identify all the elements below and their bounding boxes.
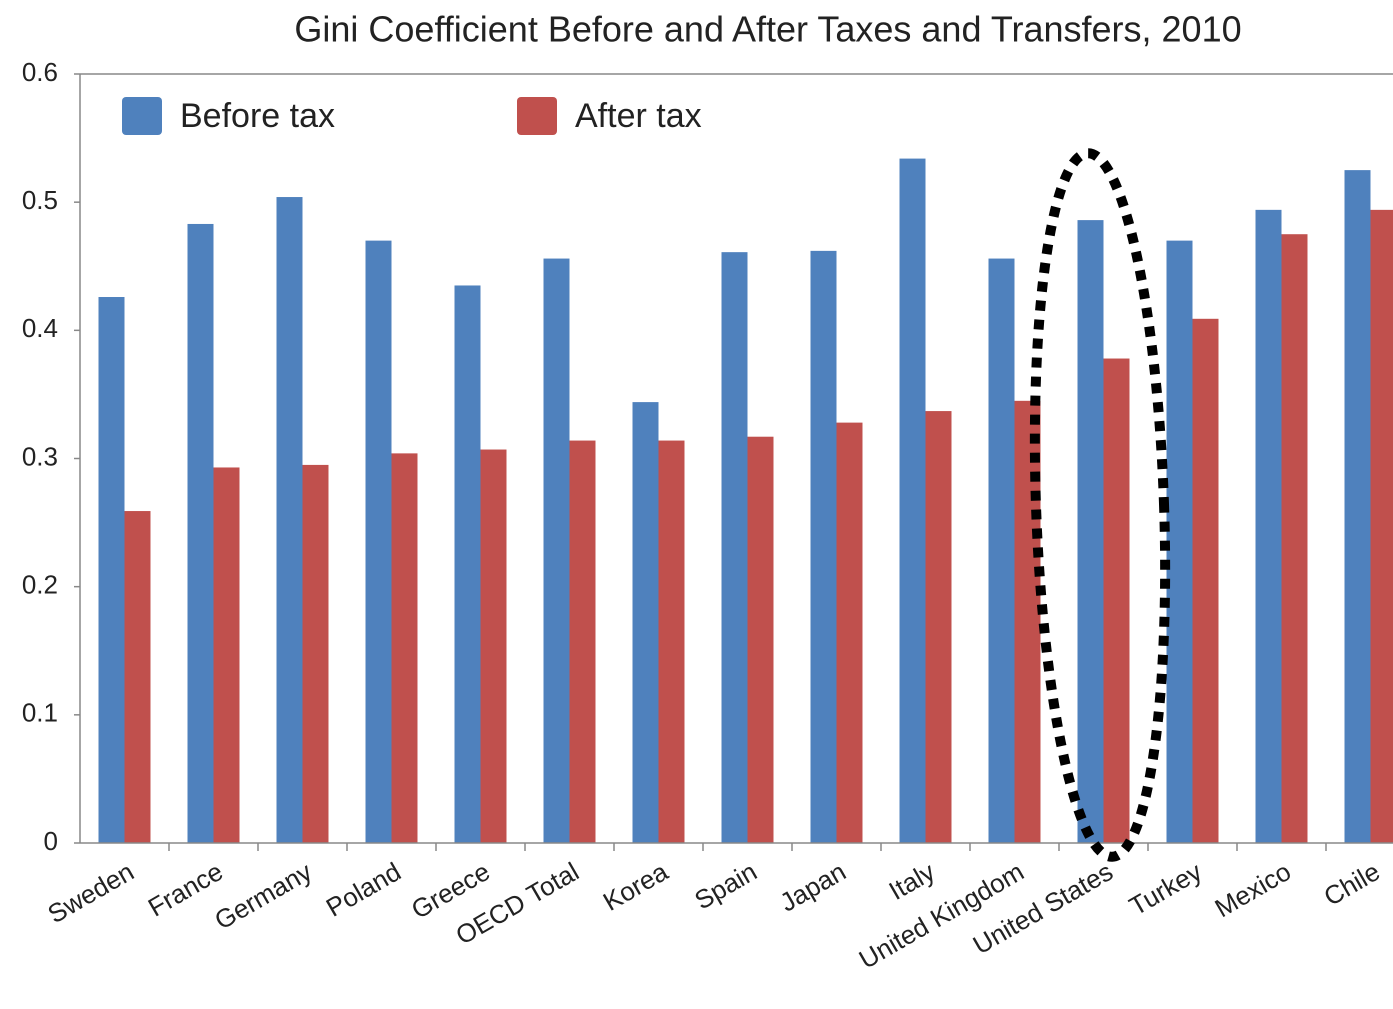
- bar: [1192, 318, 1219, 843]
- bar: [1255, 209, 1282, 843]
- x-tick-label: Poland: [321, 856, 406, 922]
- bar: [658, 440, 685, 843]
- y-tick-label: 0: [44, 826, 58, 856]
- y-tick-label: 0.4: [22, 313, 58, 343]
- bar: [124, 511, 151, 843]
- x-tick-label: Turkey: [1124, 856, 1207, 921]
- bar: [1344, 170, 1371, 843]
- bar: [1014, 400, 1041, 843]
- bar: [721, 252, 748, 843]
- y-tick-label: 0.3: [22, 441, 58, 471]
- x-tick-label: Italy: [884, 856, 940, 906]
- legend-label: After tax: [575, 97, 702, 135]
- bar: [365, 240, 392, 843]
- bar: [276, 197, 303, 844]
- bar: [569, 440, 596, 843]
- x-tick-label: Korea: [598, 856, 674, 917]
- bar: [810, 250, 837, 843]
- bar: [187, 223, 214, 843]
- highlight-ellipse: [1029, 148, 1171, 862]
- x-tick-label: Spain: [689, 856, 762, 915]
- bar: [391, 453, 418, 843]
- legend-swatch: [122, 97, 162, 135]
- x-tick-label: Chile: [1319, 856, 1385, 912]
- bar: [632, 402, 659, 843]
- bar: [988, 258, 1015, 843]
- bar: [899, 158, 926, 844]
- y-tick-label: 0.1: [22, 698, 58, 728]
- bar: [480, 449, 507, 843]
- x-tick-label: Japan: [775, 856, 851, 917]
- bar: [1281, 234, 1308, 844]
- bar: [302, 464, 329, 843]
- x-tick-label: Germany: [209, 856, 317, 935]
- bar: [747, 436, 774, 843]
- x-tick-label: Mexico: [1210, 856, 1296, 923]
- legend-label: Before tax: [180, 97, 335, 135]
- bar: [1370, 209, 1393, 843]
- x-tick-label: Sweden: [43, 856, 139, 929]
- y-tick-label: 0.6: [22, 57, 58, 87]
- bar: [836, 422, 863, 843]
- bar: [213, 467, 240, 843]
- y-tick-label: 0.5: [22, 185, 58, 215]
- bar: [1166, 240, 1193, 843]
- bar: [925, 411, 952, 843]
- y-tick-label: 0.2: [22, 570, 58, 600]
- legend-swatch: [517, 97, 557, 135]
- bar: [98, 297, 125, 843]
- bar: [1103, 358, 1130, 843]
- chart-title: Gini Coefficient Before and After Taxes …: [294, 9, 1241, 50]
- bar: [454, 285, 481, 844]
- bar: [543, 258, 570, 843]
- bar: [1077, 220, 1104, 844]
